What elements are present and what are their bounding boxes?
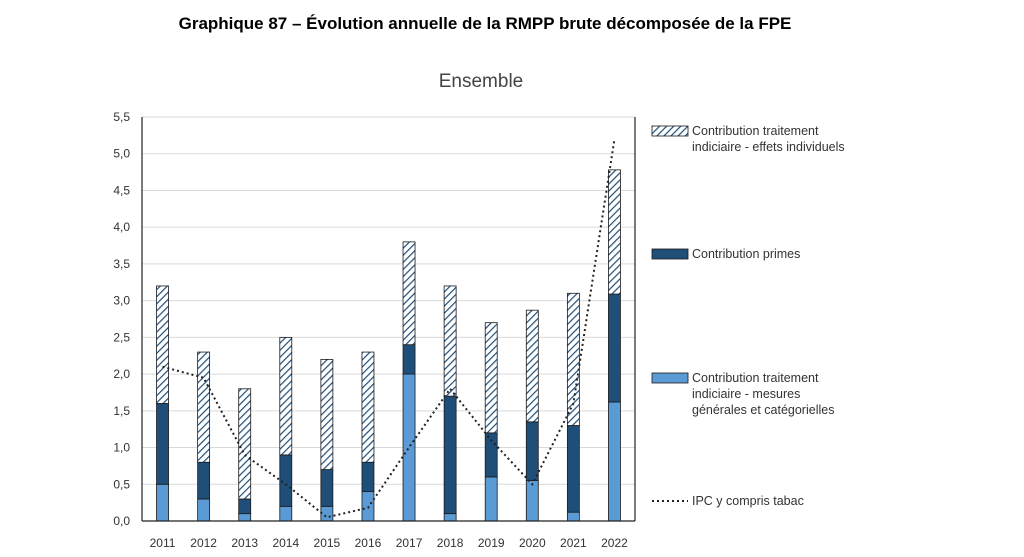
bar-effets-individuels-2022 bbox=[608, 169, 621, 295]
y-tick-label: 4,0 bbox=[113, 220, 130, 234]
bar-primes-2021 bbox=[566, 425, 580, 513]
x-tick-labels: 2011 2012 2013 2014 2015 2016 2017 2018 2019 2020… bbox=[150, 536, 628, 550]
bar-mesures-generales-2015 bbox=[320, 505, 334, 522]
bar-mesures-generales-2013 bbox=[238, 513, 252, 522]
bars bbox=[156, 169, 621, 522]
y-tick-label: 2,0 bbox=[113, 367, 130, 381]
legend-label-ipc: IPC y compris tabac bbox=[692, 494, 804, 508]
x-tick-label: 2012 bbox=[190, 536, 217, 550]
legend-swatch-effets-individuels bbox=[651, 125, 689, 137]
bar-effets-individuels-2018 bbox=[443, 285, 457, 397]
bar-primes-2014 bbox=[279, 454, 293, 507]
legend-label-mesures-generales: Contribution traitement bbox=[692, 371, 819, 385]
y-tick-labels: 0,0 0,5 1,0 1,5 2,0 2,5 3,0 3,5 4,0 4,5 5,0 5,5 bbox=[113, 110, 130, 528]
gridlines bbox=[142, 116, 635, 485]
bar-mesures-generales-2021 bbox=[566, 511, 580, 522]
legend-swatch-mesures-generales bbox=[651, 372, 689, 384]
bar-primes-2015 bbox=[320, 469, 334, 507]
y-tick-label: 1,0 bbox=[113, 441, 130, 455]
x-tick-label: 2014 bbox=[272, 536, 299, 550]
bar-primes-2011 bbox=[156, 403, 169, 485]
y-tick-label: 2,5 bbox=[113, 330, 130, 344]
y-tick-label: 0,5 bbox=[113, 477, 130, 491]
legend-label-effets-individuels: indiciaire - effets individuels bbox=[692, 140, 845, 154]
bar-mesures-generales-2022 bbox=[608, 401, 621, 522]
x-tick-label: 2011 bbox=[150, 536, 176, 550]
page-title: Graphique 87 – Évolution annuelle de la … bbox=[178, 14, 792, 33]
y-tick-label: 0,0 bbox=[113, 514, 130, 528]
bar-effets-individuels-2016 bbox=[361, 351, 375, 463]
bar-effets-individuels-2020 bbox=[525, 309, 539, 423]
legend-label-mesures-generales: générales et catégorielles bbox=[692, 403, 834, 417]
x-tick-label: 2016 bbox=[355, 536, 382, 550]
bar-effets-individuels-2017 bbox=[402, 241, 416, 346]
bar-primes-2022 bbox=[608, 293, 621, 403]
y-tick-label: 5,0 bbox=[113, 147, 130, 161]
ipc-line bbox=[162, 138, 616, 519]
bar-primes-2018 bbox=[443, 395, 457, 515]
bar-effets-individuels-2021 bbox=[566, 292, 580, 426]
bar-primes-2020 bbox=[525, 421, 539, 482]
ipc-line-group bbox=[162, 138, 616, 519]
y-tick-label: 4,5 bbox=[113, 183, 130, 197]
y-tick-label: 1,5 bbox=[113, 404, 130, 418]
x-tick-label: 2021 bbox=[560, 536, 587, 550]
x-tick-label: 2019 bbox=[478, 536, 505, 550]
y-tick-label: 3,5 bbox=[113, 257, 130, 271]
bar-mesures-generales-2014 bbox=[279, 505, 293, 522]
bar-mesures-generales-2019 bbox=[484, 476, 498, 522]
x-tick-label: 2013 bbox=[231, 536, 258, 550]
bar-mesures-generales-2017 bbox=[402, 373, 416, 522]
x-tick-label: 2022 bbox=[601, 536, 628, 550]
x-tick-label: 2018 bbox=[437, 536, 464, 550]
bar-mesures-generales-2018 bbox=[443, 513, 457, 522]
bar-effets-individuels-2011 bbox=[156, 285, 169, 404]
bar-primes-2013 bbox=[238, 498, 252, 515]
x-tick-label: 2017 bbox=[396, 536, 423, 550]
legend-label-effets-individuels: Contribution traitement bbox=[692, 124, 819, 138]
bar-primes-2016 bbox=[361, 461, 375, 493]
bar-mesures-generales-2020 bbox=[525, 480, 539, 522]
axes bbox=[141, 117, 636, 522]
legend-swatch-primes bbox=[651, 248, 689, 260]
x-tick-label: 2020 bbox=[519, 536, 546, 550]
legend-label-mesures-generales: indiciaire - mesures bbox=[692, 387, 800, 401]
chart-subtitle: Ensemble bbox=[439, 71, 524, 92]
bar-effets-individuels-2015 bbox=[320, 358, 334, 470]
bar-effets-individuels-2014 bbox=[279, 336, 293, 456]
bar-primes-2017 bbox=[402, 344, 416, 375]
bar-effets-individuels-2013 bbox=[238, 388, 252, 500]
bar-primes-2012 bbox=[197, 461, 211, 500]
bar-mesures-generales-2012 bbox=[197, 498, 211, 522]
bar-effets-individuels-2019 bbox=[484, 322, 498, 434]
x-tick-label: 2015 bbox=[314, 536, 341, 550]
y-tick-label: 5,5 bbox=[113, 110, 130, 124]
y-tick-label: 3,0 bbox=[113, 294, 130, 308]
legend: Contribution traitement indiciaire - effe… bbox=[651, 124, 845, 508]
legend-label-primes: Contribution primes bbox=[692, 247, 800, 261]
bar-mesures-generales-2011 bbox=[156, 483, 169, 522]
bar-effets-individuels-2012 bbox=[197, 351, 211, 463]
